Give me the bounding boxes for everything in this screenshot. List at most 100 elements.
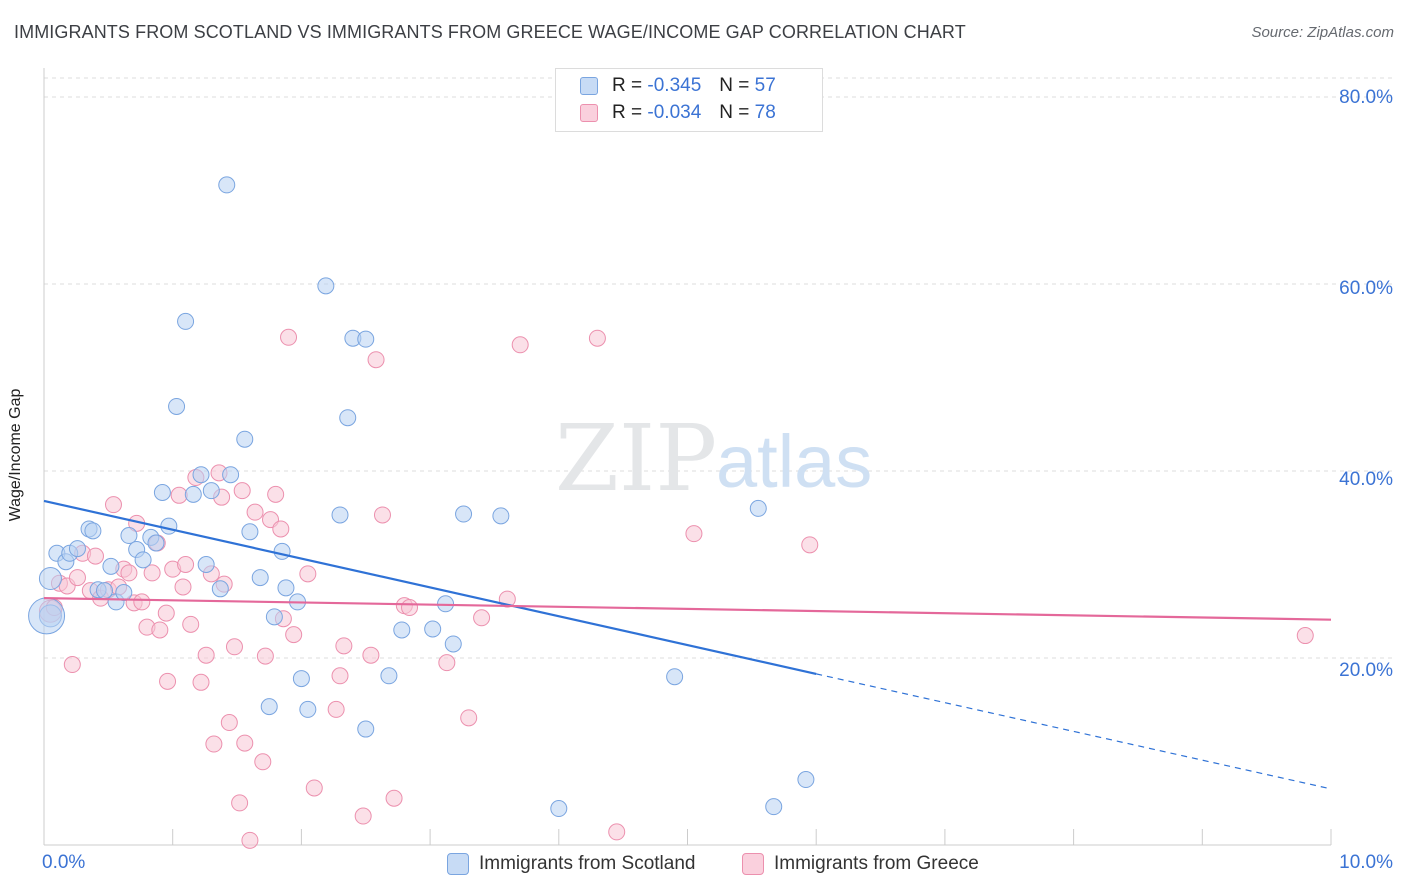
scotland-point-43: [357, 330, 375, 348]
bottom-scotland-label: Immigrants from Scotland: [479, 853, 696, 874]
greece-point-56: [335, 637, 353, 655]
scotland-point-20: [168, 397, 186, 415]
greece-point-5: [68, 569, 86, 587]
greece-point-68: [511, 336, 529, 354]
scotland-r-label: R =: [612, 75, 643, 96]
scotland-point-39: [317, 277, 335, 295]
greece-point-22: [157, 604, 175, 622]
greece-n-label: N =: [719, 102, 750, 123]
scotland-trend-extension: [816, 673, 1332, 790]
x-tick-label-min: 0.0%: [42, 852, 86, 873]
greece-point-55: [331, 667, 349, 685]
greece-point-59: [367, 351, 385, 369]
greece-point-51: [285, 626, 303, 644]
bottom-legend-scotland[interactable]: Immigrants from Scotland: [447, 852, 695, 876]
greece-point-33: [205, 735, 223, 753]
watermark: ZIP atlas: [555, 405, 872, 512]
scotland-point-45: [380, 667, 398, 685]
greece-point-54: [327, 700, 345, 718]
scotland-point-38: [299, 700, 317, 718]
greece-point-69: [588, 329, 606, 347]
y-axis-label: Wage/Income Gap: [7, 388, 24, 522]
scotland-n-value: 57: [754, 75, 776, 96]
greece-point-27: [177, 556, 195, 573]
scotland-point-5: [68, 540, 86, 558]
scotland-point-54: [749, 499, 767, 517]
greece-point-48: [272, 520, 290, 538]
gridlines: [44, 77, 1393, 659]
greece-point-45: [256, 647, 274, 665]
scotland-point-24: [197, 556, 215, 573]
scotland-point-21: [177, 312, 195, 330]
greece-point-25: [170, 486, 188, 504]
greece-point-72: [801, 536, 819, 554]
scotland-n-label: N =: [719, 75, 750, 96]
greece-point-11: [104, 496, 122, 514]
greece-point-57: [354, 807, 372, 825]
trend-lines: [43, 499, 1332, 790]
stats-legend: R = -0.345 N = 57 R = -0.034 N = 78: [555, 68, 823, 132]
greece-point-40: [233, 482, 251, 500]
greece-point-50: [280, 328, 298, 346]
scotland-point-32: [260, 698, 278, 716]
scotland-point-22: [184, 485, 202, 503]
watermark-atlas: atlas: [716, 420, 872, 503]
scotland-point-30: [241, 523, 259, 541]
scotland-point-47: [424, 620, 442, 638]
chart-title: IMMIGRANTS FROM SCOTLAND VS IMMIGRANTS F…: [14, 22, 966, 42]
greece-swatch: [580, 104, 598, 122]
scotland-point-52: [550, 800, 568, 818]
scotland-point-0: [38, 567, 62, 591]
scotland-trend-line: [43, 499, 817, 675]
scotland-point-29: [236, 430, 254, 448]
greece-point-43: [246, 503, 264, 521]
x-tick-label-max: 10.0%: [1339, 852, 1393, 873]
y-tick-label-80: 80.0%: [1339, 87, 1393, 108]
y-tick-label-60: 60.0%: [1339, 278, 1393, 299]
greece-point-39: [231, 794, 249, 812]
scotland-point-34: [273, 542, 291, 560]
scotland-point-10: [102, 557, 120, 575]
greece-point-37: [220, 714, 238, 732]
scotland-point-7: [84, 522, 102, 540]
greece-point-65: [460, 709, 478, 727]
greece-point-71: [685, 525, 703, 543]
scotland-point-13: [120, 527, 138, 545]
greece-point-31: [197, 646, 215, 664]
bottom-legend-greece[interactable]: Immigrants from Greece: [742, 852, 979, 876]
legend-row-greece: R = -0.034 N = 78: [580, 102, 776, 124]
scotland-point-40: [331, 506, 349, 524]
greece-point-44: [254, 753, 272, 771]
greece-point-26: [174, 578, 192, 596]
greece-point-41: [236, 734, 254, 752]
y-tick-label-20: 20.0%: [1339, 660, 1393, 681]
greece-point-63: [401, 599, 419, 617]
scotland-point-26: [211, 580, 229, 598]
scotland-point-28: [222, 466, 240, 484]
watermark-zip: ZIP: [555, 405, 717, 512]
greece-point-19: [143, 564, 161, 582]
greece-point-4: [63, 656, 81, 674]
greece-point-64: [438, 654, 456, 672]
greece-point-14: [120, 564, 138, 582]
scotland-point-53: [666, 668, 684, 686]
greece-r-value: -0.034: [647, 102, 702, 123]
scotland-point-15: [134, 551, 152, 569]
source-label: Source: ZipAtlas.com: [1251, 24, 1394, 41]
scotland-point-44: [357, 720, 375, 738]
scotland-point-31: [251, 569, 269, 587]
greece-point-21: [151, 621, 169, 639]
greece-point-38: [225, 638, 243, 656]
greece-point-58: [362, 646, 380, 664]
greece-n-value: 78: [754, 102, 776, 123]
greece-point-53: [305, 779, 323, 797]
y-tick-label-40: 40.0%: [1339, 469, 1393, 490]
greece-point-60: [373, 506, 391, 524]
bottom-scotland-swatch: [447, 853, 469, 875]
scotland-r-value: -0.345: [647, 75, 702, 96]
scotland-point-27: [218, 176, 236, 194]
greece-point-52: [299, 565, 317, 583]
scotland-point-50: [455, 505, 473, 523]
scotland-point-46: [393, 621, 411, 639]
